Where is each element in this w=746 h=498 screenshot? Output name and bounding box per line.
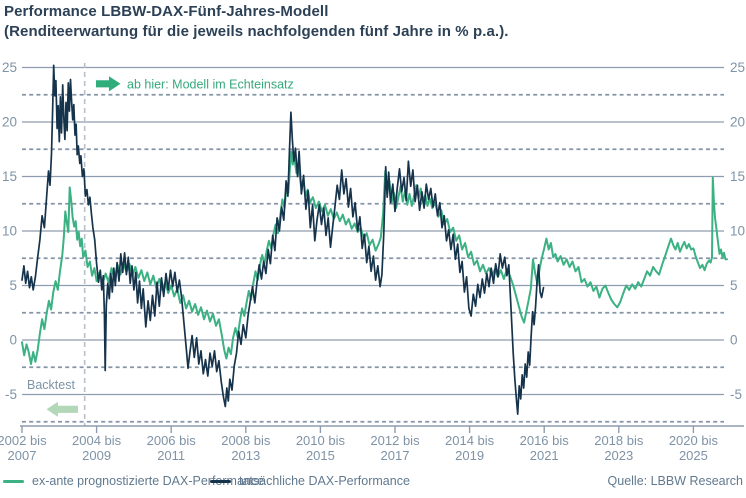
ex-ante-line-swatch: [3, 479, 24, 483]
legend-label-actual: tatsächliche DAX-Performance: [239, 474, 410, 488]
y-axis-labels: 25 25 20 20 15 15 10 10 5 5 0 0 -5 -5: [2, 60, 745, 402]
svg-text:2018 bis: 2018 bis: [594, 433, 644, 448]
svg-text:20: 20: [2, 115, 17, 130]
svg-text:10: 10: [730, 224, 745, 239]
legend-label-ex-ante: ex-ante prognostizierte DAX-Performance: [32, 474, 265, 488]
page-title: Performance LBBW-DAX-Fünf-Jahres-Modell: [4, 3, 329, 20]
svg-text:2010 bis: 2010 bis: [296, 433, 346, 448]
svg-text:2004 bis: 2004 bis: [72, 433, 122, 448]
legend-item-ex-ante: ex-ante prognostizierte DAX-Performance: [3, 474, 264, 488]
svg-text:2002 bis: 2002 bis: [0, 433, 47, 448]
svg-text:2023: 2023: [604, 448, 633, 463]
live-arrow-icon: [96, 76, 121, 92]
svg-text:2019: 2019: [455, 448, 484, 463]
svg-text:2021: 2021: [530, 448, 559, 463]
svg-text:2020 bis: 2020 bis: [669, 433, 719, 448]
svg-text:5: 5: [9, 278, 17, 293]
svg-text:25: 25: [730, 60, 745, 75]
backtest-arrow-icon: [46, 401, 78, 417]
svg-text:2025: 2025: [679, 448, 708, 463]
x-axis-ticks: [21, 426, 695, 433]
performance-chart: 25 25 20 20 15 15 10 10 5 5 0 0 -5 -5 2002 bis 2007 2004…: [0, 56, 746, 475]
series-actual-line: [21, 64, 545, 415]
svg-text:2015: 2015: [306, 448, 335, 463]
svg-text:0: 0: [730, 333, 738, 348]
backtest-label: Backtest: [27, 378, 75, 392]
svg-text:2012 bis: 2012 bis: [370, 433, 420, 448]
svg-text:2006 bis: 2006 bis: [147, 433, 197, 448]
svg-text:-5: -5: [5, 387, 17, 402]
svg-text:15: 15: [2, 169, 17, 184]
svg-text:10: 10: [2, 224, 17, 239]
live-label: ab hier: Modell im Echteinsatz: [127, 78, 294, 92]
svg-text:2016 bis: 2016 bis: [520, 433, 570, 448]
actual-line-swatch: [210, 479, 231, 483]
svg-text:2014 bis: 2014 bis: [445, 433, 495, 448]
page-subtitle: (Renditeerwartung für die jeweils nachfo…: [4, 23, 509, 40]
svg-text:2008 bis: 2008 bis: [221, 433, 271, 448]
svg-text:2007: 2007: [8, 448, 37, 463]
svg-text:15: 15: [730, 169, 745, 184]
legend: ex-ante prognostizierte DAX-Performance …: [0, 472, 746, 492]
svg-text:-5: -5: [730, 387, 742, 402]
svg-text:20: 20: [730, 115, 745, 130]
grid-minor-dashed: [22, 93, 724, 423]
svg-text:25: 25: [2, 60, 17, 75]
svg-text:2009: 2009: [82, 448, 111, 463]
svg-text:2011: 2011: [157, 448, 185, 463]
legend-item-actual: tatsächliche DAX-Performance: [210, 474, 410, 488]
svg-text:5: 5: [730, 278, 738, 293]
chart-header: Performance LBBW-DAX-Fünf-Jahres-Modell …: [4, 2, 744, 42]
svg-text:2017: 2017: [381, 448, 410, 463]
svg-text:2013: 2013: [231, 448, 260, 463]
grid-major: [22, 66, 724, 396]
svg-text:0: 0: [9, 333, 17, 348]
source-credit: Quelle: LBBW Research: [607, 474, 743, 488]
